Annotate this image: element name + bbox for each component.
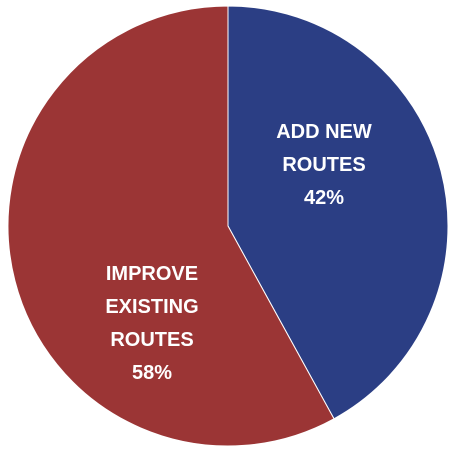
pie-slice-label-1: IMPROVE EXISTING ROUTES 58%: [105, 263, 198, 384]
pie-slice-value-label-0: 42%: [304, 187, 344, 209]
pie-slice-label-line-1-2: ROUTES: [110, 329, 193, 351]
pie-slice-1: [7, 5, 335, 447]
pie-slice-value-label-1: 58%: [132, 362, 172, 384]
pie-slice-label-line-1-1: EXISTING: [105, 296, 198, 318]
pie-slice-label-0: ADD NEW ROUTES 42%: [276, 121, 372, 209]
pie-slice-label-line-1-0: IMPROVE: [106, 263, 198, 285]
pie-slice-label-line-0-1: ROUTES: [282, 154, 365, 176]
pie-slice-label-line-0-0: ADD NEW: [276, 121, 372, 143]
pie-slice-0: [227, 5, 449, 420]
